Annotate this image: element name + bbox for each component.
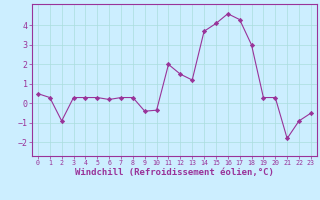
- X-axis label: Windchill (Refroidissement éolien,°C): Windchill (Refroidissement éolien,°C): [75, 168, 274, 177]
